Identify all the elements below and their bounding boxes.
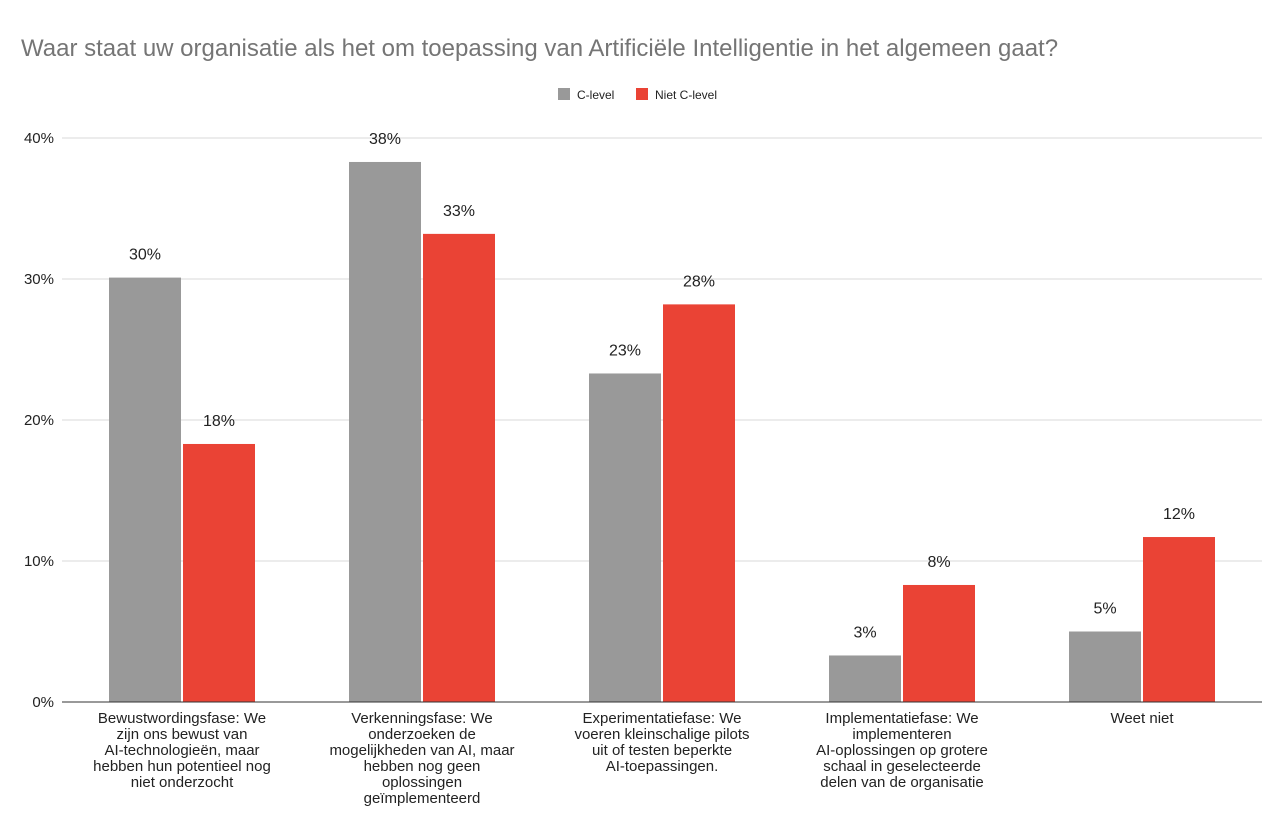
y-tick-label: 20%: [24, 412, 54, 429]
bars: [109, 161, 1215, 703]
bar-c-level: [829, 655, 901, 702]
x-category-label-line: Experimentatiefase: We: [583, 710, 742, 727]
legend-label-c-level: C-level: [577, 88, 614, 102]
legend-swatch-c-level: [558, 88, 570, 100]
data-label: 30%: [129, 247, 161, 264]
x-category-label-line: hebben hun potentieel nog: [93, 758, 271, 775]
data-label: 5%: [1093, 601, 1116, 618]
x-category-label-line: delen van de organisatie: [820, 774, 983, 791]
y-tick-label: 40%: [24, 130, 54, 147]
bar-niet-c-level: [1143, 537, 1215, 702]
x-category-label: Bewustwordingsfase: We zijn ons bewust va…: [93, 710, 271, 791]
data-label: 12%: [1163, 506, 1195, 523]
x-category-label-line: AI-toepassingen.: [606, 758, 719, 775]
x-category-label-line: AI-technologieën, maar: [104, 742, 259, 759]
data-label: 8%: [927, 554, 950, 571]
x-category-label-line: implementeren: [852, 726, 951, 743]
bar-c-level: [1069, 631, 1141, 702]
data-labels: 30% 18% 38% 33% 23% 28% 3% 8% 5% 12%: [129, 131, 1195, 641]
x-axis-category-labels: Bewustwordingsfase: We zijn ons bewust va…: [93, 710, 1174, 807]
y-tick-label: 10%: [24, 553, 54, 570]
x-category-label-line: voeren kleinschalige pilots: [574, 726, 749, 743]
legend: C-level Niet C-level: [558, 88, 717, 102]
legend-swatch-niet-c-level: [636, 88, 648, 100]
y-tick-label: 30%: [24, 271, 54, 288]
bar-niet-c-level: [183, 443, 255, 702]
x-category-label-line: Implementatiefase: We: [825, 710, 978, 727]
legend-label-niet-c-level: Niet C-level: [655, 88, 717, 102]
bar-niet-c-level: [903, 584, 975, 702]
bar-niet-c-level: [663, 304, 735, 702]
x-category-label-line: uit of testen beperkte: [592, 742, 732, 759]
x-category-label-line: onderzoeken de: [368, 726, 476, 743]
data-label: 3%: [853, 624, 876, 641]
data-label: 18%: [203, 413, 235, 430]
bar-c-level: [109, 277, 181, 702]
bar-c-level: [589, 373, 661, 702]
data-label: 28%: [683, 273, 715, 290]
data-label: 23%: [609, 342, 641, 359]
x-category-label-line: zijn ons bewust van: [117, 726, 248, 743]
x-category-label-line: geïmplementeerd: [364, 790, 481, 807]
gridlines: [62, 137, 1262, 562]
x-category-label-line: niet onderzocht: [131, 774, 234, 791]
x-category-label-line: schaal in geselecteerde: [823, 758, 981, 775]
x-category-label-line: Verkenningsfase: We: [351, 710, 492, 727]
bar-c-level: [349, 161, 421, 703]
x-category-label-line: Weet niet: [1110, 710, 1174, 727]
chart-title: Waar staat uw organisatie als het om toe…: [21, 35, 1058, 62]
y-tick-label: 0%: [32, 694, 54, 711]
bar-niet-c-level: [423, 233, 495, 702]
y-axis: 0% 10% 20% 30% 40%: [24, 130, 54, 711]
x-category-label: Implementatiefase: We implementeren AI-opl…: [816, 710, 988, 791]
x-category-label-line: AI-oplossingen op grotere: [816, 742, 988, 759]
x-category-label: Experimentatiefase: We voeren kleinschali…: [574, 710, 749, 775]
x-category-label-line: oplossingen: [382, 774, 462, 791]
data-label: 33%: [443, 203, 475, 220]
data-label: 38%: [369, 131, 401, 148]
x-category-label: Weet niet: [1110, 710, 1174, 727]
x-category-label-line: mogelijkheden van AI, maar: [329, 742, 514, 759]
x-category-label: Verkenningsfase: We onderzoeken de mogelij…: [329, 710, 514, 807]
x-category-label-line: Bewustwordingsfase: We: [98, 710, 266, 727]
x-category-label-line: hebben nog geen: [364, 758, 481, 775]
